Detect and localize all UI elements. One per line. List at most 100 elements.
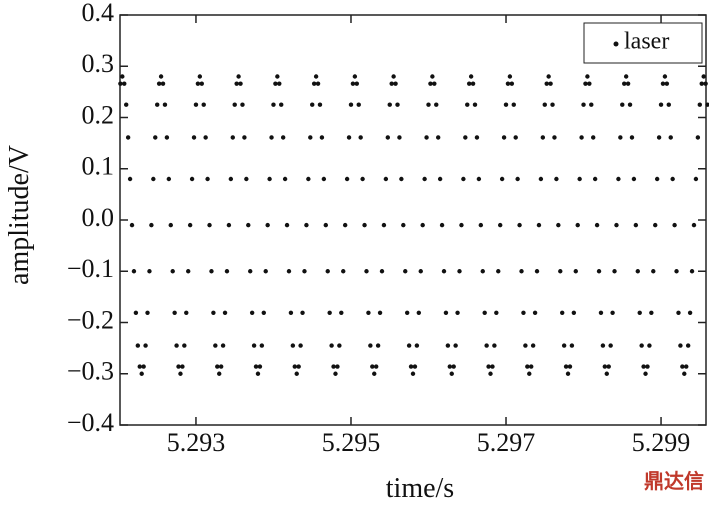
data-point: [226, 222, 232, 228]
data-point: [391, 74, 396, 79]
y-tick-label: 0.0: [82, 203, 115, 232]
data-point: [311, 81, 317, 86]
data-point: [459, 222, 464, 228]
data-point: [505, 81, 511, 86]
data-point: [565, 371, 571, 376]
data-point: [344, 176, 350, 182]
data-point: [131, 269, 137, 274]
data-point: [689, 269, 695, 274]
data-point: [546, 74, 551, 79]
data-point: [507, 74, 513, 79]
data-point: [676, 310, 681, 315]
data-point: [298, 343, 303, 348]
data-point: [350, 81, 356, 86]
data-point: [612, 269, 617, 274]
data-point: [370, 364, 375, 369]
data-point: [164, 135, 170, 140]
data-point: [269, 135, 274, 140]
data-point: [182, 343, 187, 348]
data-point: [453, 343, 458, 348]
y-tick-label: −0.2: [67, 305, 114, 334]
data-point: [300, 310, 305, 315]
data-point: [180, 364, 185, 369]
data-point: [143, 343, 148, 348]
data-point: [620, 102, 625, 107]
data-point: [503, 102, 509, 107]
data-point: [201, 102, 206, 107]
data-point: [213, 343, 218, 348]
data-point: [230, 135, 235, 140]
data-point: [474, 135, 480, 140]
data-point: [244, 176, 249, 182]
data-point: [449, 371, 454, 376]
data-point: [197, 74, 203, 79]
data-point: [346, 135, 352, 140]
data-point: [602, 364, 608, 369]
data-point: [422, 176, 427, 182]
data-point: [199, 81, 204, 86]
data-point: [674, 269, 679, 274]
data-point: [432, 81, 437, 86]
data-point: [532, 310, 538, 315]
data-point: [203, 135, 208, 140]
data-point: [523, 343, 528, 348]
x-tick-label: 5.295: [322, 428, 381, 457]
data-point: [472, 102, 478, 107]
data-point: [527, 371, 532, 376]
data-point: [145, 310, 150, 315]
data-point: [637, 310, 642, 315]
data-point: [501, 135, 507, 140]
data-point: [315, 81, 321, 86]
data-point: [135, 343, 141, 348]
data-point: [488, 371, 493, 376]
data-point: [280, 135, 286, 140]
data-point: [375, 343, 381, 348]
data-point: [277, 81, 282, 86]
data-point: [550, 102, 555, 107]
data-point: [573, 269, 578, 274]
data-point: [362, 222, 367, 228]
data-point: [575, 222, 580, 228]
data-point: [356, 102, 361, 107]
data-point: [153, 135, 158, 140]
data-point: [633, 222, 639, 228]
data-point: [333, 371, 338, 376]
data-point: [666, 102, 671, 107]
data-point: [443, 310, 449, 315]
data-point: [461, 176, 466, 182]
data-point: [685, 343, 691, 348]
data-point: [625, 81, 631, 86]
data-point: [191, 135, 197, 140]
data-point: [542, 102, 547, 107]
data-point: [360, 176, 365, 182]
data-point: [519, 269, 524, 274]
data-point: [133, 310, 139, 315]
data-point: [166, 176, 172, 182]
data-point: [585, 74, 590, 79]
data-point: [470, 81, 476, 86]
data-point: [627, 102, 633, 107]
data-point: [186, 269, 191, 274]
data-point: [304, 222, 309, 228]
plot-frame: [119, 14, 707, 426]
data-point: [149, 222, 154, 228]
data-point: [635, 269, 640, 274]
data-point: [279, 102, 284, 107]
data-point: [228, 176, 234, 182]
x-tick-label: 5.297: [477, 428, 536, 457]
data-point: [511, 102, 516, 107]
data-point: [308, 135, 313, 140]
data-point: [600, 343, 606, 348]
data-point: [591, 135, 596, 140]
data-point: [172, 310, 177, 315]
data-point: [217, 371, 222, 376]
data-point: [118, 81, 123, 86]
data-point: [509, 81, 515, 86]
y-tick-label: 0.4: [82, 0, 115, 27]
data-point: [656, 135, 662, 140]
x-tick-label: 5.293: [167, 428, 226, 457]
data-point: [406, 343, 412, 348]
data-point: [335, 364, 340, 369]
data-point: [253, 364, 259, 369]
data-point: [651, 269, 656, 274]
